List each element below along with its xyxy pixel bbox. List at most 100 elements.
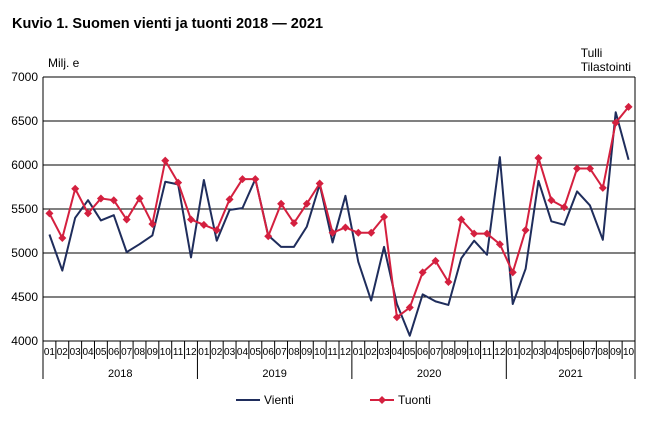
data-point-tuonti bbox=[315, 179, 324, 188]
month-tick-label: 04 bbox=[237, 347, 249, 358]
data-point-tuonti bbox=[367, 228, 376, 237]
data-point-tuonti bbox=[431, 256, 440, 265]
month-tick-label: 11 bbox=[173, 347, 184, 358]
source-line-2: Tilastointi bbox=[580, 60, 631, 74]
data-point-tuonti bbox=[354, 228, 363, 237]
data-point-tuonti bbox=[624, 102, 633, 111]
data-point-tuonti bbox=[135, 194, 144, 203]
month-tick-label: 12 bbox=[340, 347, 352, 358]
month-tick-label: 09 bbox=[456, 347, 468, 358]
data-point-tuonti bbox=[457, 215, 466, 224]
y-tick-label: 5000 bbox=[11, 246, 38, 260]
series-line-vienti bbox=[48, 111, 630, 337]
month-tick-label: 08 bbox=[288, 347, 300, 358]
data-point-tuonti bbox=[444, 278, 453, 287]
y-tick-label: 5500 bbox=[11, 202, 38, 216]
year-label: 2021 bbox=[558, 368, 582, 380]
y-axis-unit-label: Milj. e bbox=[48, 56, 80, 70]
data-point-tuonti bbox=[264, 232, 273, 241]
data-point-tuonti bbox=[483, 229, 491, 238]
data-point-tuonti bbox=[328, 228, 337, 237]
data-point-tuonti bbox=[251, 175, 260, 184]
data-point-tuonti bbox=[470, 229, 479, 238]
month-tick-label: 09 bbox=[301, 347, 313, 358]
legend-label-vienti: Vienti bbox=[264, 393, 294, 407]
year-label: 2019 bbox=[262, 368, 286, 380]
data-point-tuonti bbox=[302, 199, 311, 208]
data-point-tuonti bbox=[187, 215, 195, 224]
month-tick-label: 01 bbox=[198, 347, 210, 358]
data-point-tuonti bbox=[560, 203, 569, 212]
data-point-tuonti bbox=[495, 240, 504, 249]
month-tick-label: 02 bbox=[57, 347, 69, 358]
month-tick-label: 11 bbox=[327, 347, 338, 358]
data-point-tuonti bbox=[122, 215, 131, 224]
data-point-tuonti bbox=[573, 164, 582, 173]
y-tick-label: 4000 bbox=[11, 334, 38, 348]
month-tick-label: 05 bbox=[559, 347, 571, 358]
month-tick-label: 03 bbox=[533, 347, 545, 358]
month-tick-label: 08 bbox=[134, 347, 146, 358]
month-tick-label: 05 bbox=[250, 347, 262, 358]
y-tick-label: 4500 bbox=[11, 290, 38, 304]
year-label: 2018 bbox=[108, 368, 132, 380]
data-point-tuonti bbox=[174, 178, 183, 187]
data-point-tuonti bbox=[84, 209, 93, 218]
source-label: Tulli Tilastointi bbox=[581, 46, 631, 74]
data-point-tuonti bbox=[341, 223, 350, 232]
data-point-tuonti bbox=[109, 196, 118, 205]
month-tick-label: 08 bbox=[443, 347, 455, 358]
month-tick-label: 09 bbox=[610, 347, 622, 358]
data-point-tuonti bbox=[418, 268, 427, 277]
data-point-tuonti bbox=[508, 268, 517, 277]
month-tick-label: 12 bbox=[494, 347, 506, 358]
month-tick-label: 04 bbox=[546, 347, 558, 358]
month-tick-label: 10 bbox=[160, 347, 172, 358]
month-tick-label: 01 bbox=[353, 347, 365, 358]
y-tick-label: 6500 bbox=[11, 114, 38, 128]
month-tick-label: 03 bbox=[224, 347, 236, 358]
data-point-tuonti bbox=[380, 212, 389, 221]
data-point-tuonti bbox=[277, 199, 286, 208]
data-point-tuonti bbox=[225, 195, 234, 204]
month-tick-label: 09 bbox=[147, 347, 159, 358]
month-tick-label: 07 bbox=[584, 347, 596, 358]
month-tick-label: 04 bbox=[391, 347, 403, 358]
month-tick-label: 03 bbox=[378, 347, 390, 358]
month-tick-label: 02 bbox=[520, 347, 532, 358]
month-tick-label: 10 bbox=[469, 347, 481, 358]
data-point-tuonti bbox=[199, 220, 208, 229]
month-tick-label: 06 bbox=[108, 347, 120, 358]
month-tick-label: 02 bbox=[366, 347, 378, 358]
data-point-tuonti bbox=[611, 118, 620, 127]
source-line-1: Tulli bbox=[580, 46, 603, 60]
month-tick-label: 07 bbox=[121, 347, 133, 358]
month-tick-label: 07 bbox=[276, 347, 288, 358]
legend-marker-tuonti bbox=[378, 396, 386, 404]
month-tick-label: 05 bbox=[404, 347, 416, 358]
data-point-tuonti bbox=[212, 226, 221, 235]
data-point-tuonti bbox=[161, 156, 170, 165]
month-tick-label: 01 bbox=[507, 347, 519, 358]
year-label: 2020 bbox=[417, 368, 441, 380]
data-point-tuonti bbox=[238, 175, 247, 184]
legend-label-tuonti: Tuonti bbox=[398, 393, 431, 407]
data-point-tuonti bbox=[71, 184, 80, 193]
data-point-tuonti bbox=[289, 219, 298, 228]
month-tick-label: 11 bbox=[482, 347, 493, 358]
series-line-tuonti bbox=[48, 106, 630, 319]
month-tick-label: 07 bbox=[430, 347, 442, 358]
month-tick-label: 12 bbox=[185, 347, 197, 358]
data-point-tuonti bbox=[521, 226, 530, 235]
month-tick-label: 01 bbox=[44, 347, 56, 358]
month-tick-label: 05 bbox=[95, 347, 107, 358]
data-point-tuonti bbox=[45, 209, 54, 218]
month-tick-label: 06 bbox=[417, 347, 429, 358]
data-point-tuonti bbox=[405, 303, 414, 312]
month-tick-label: 10 bbox=[623, 347, 635, 358]
data-point-tuonti bbox=[392, 313, 401, 322]
month-tick-label: 02 bbox=[211, 347, 223, 358]
data-point-tuonti bbox=[598, 183, 607, 192]
month-tick-label: 06 bbox=[263, 347, 275, 358]
